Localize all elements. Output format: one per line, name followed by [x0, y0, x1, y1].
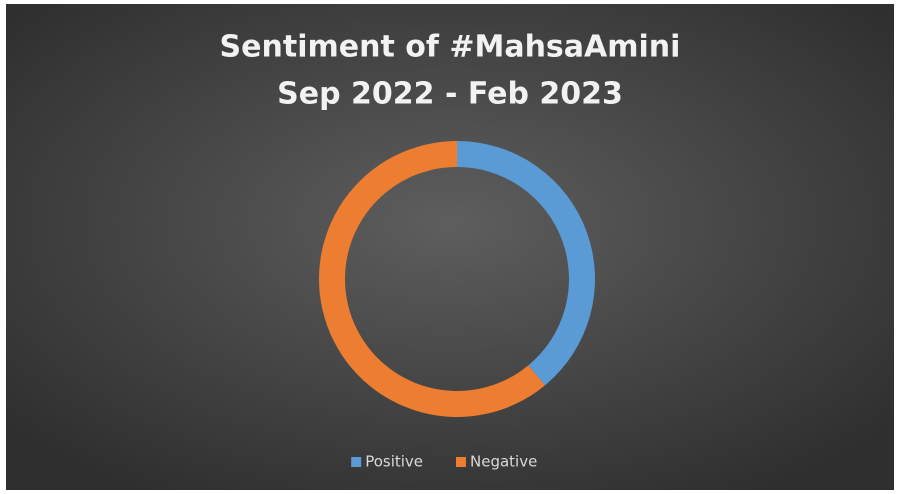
donut-slice	[457, 141, 596, 386]
legend-label: Negative	[470, 453, 537, 471]
legend-label: Positive	[365, 453, 423, 471]
donut-slice	[319, 141, 545, 417]
legend-swatch	[351, 457, 362, 467]
legend-swatch	[456, 457, 466, 467]
chart-subtitle: Sep 2022 - Feb 2023	[277, 77, 623, 112]
chart-title: Sentiment of #MahsaAmini	[220, 30, 681, 65]
